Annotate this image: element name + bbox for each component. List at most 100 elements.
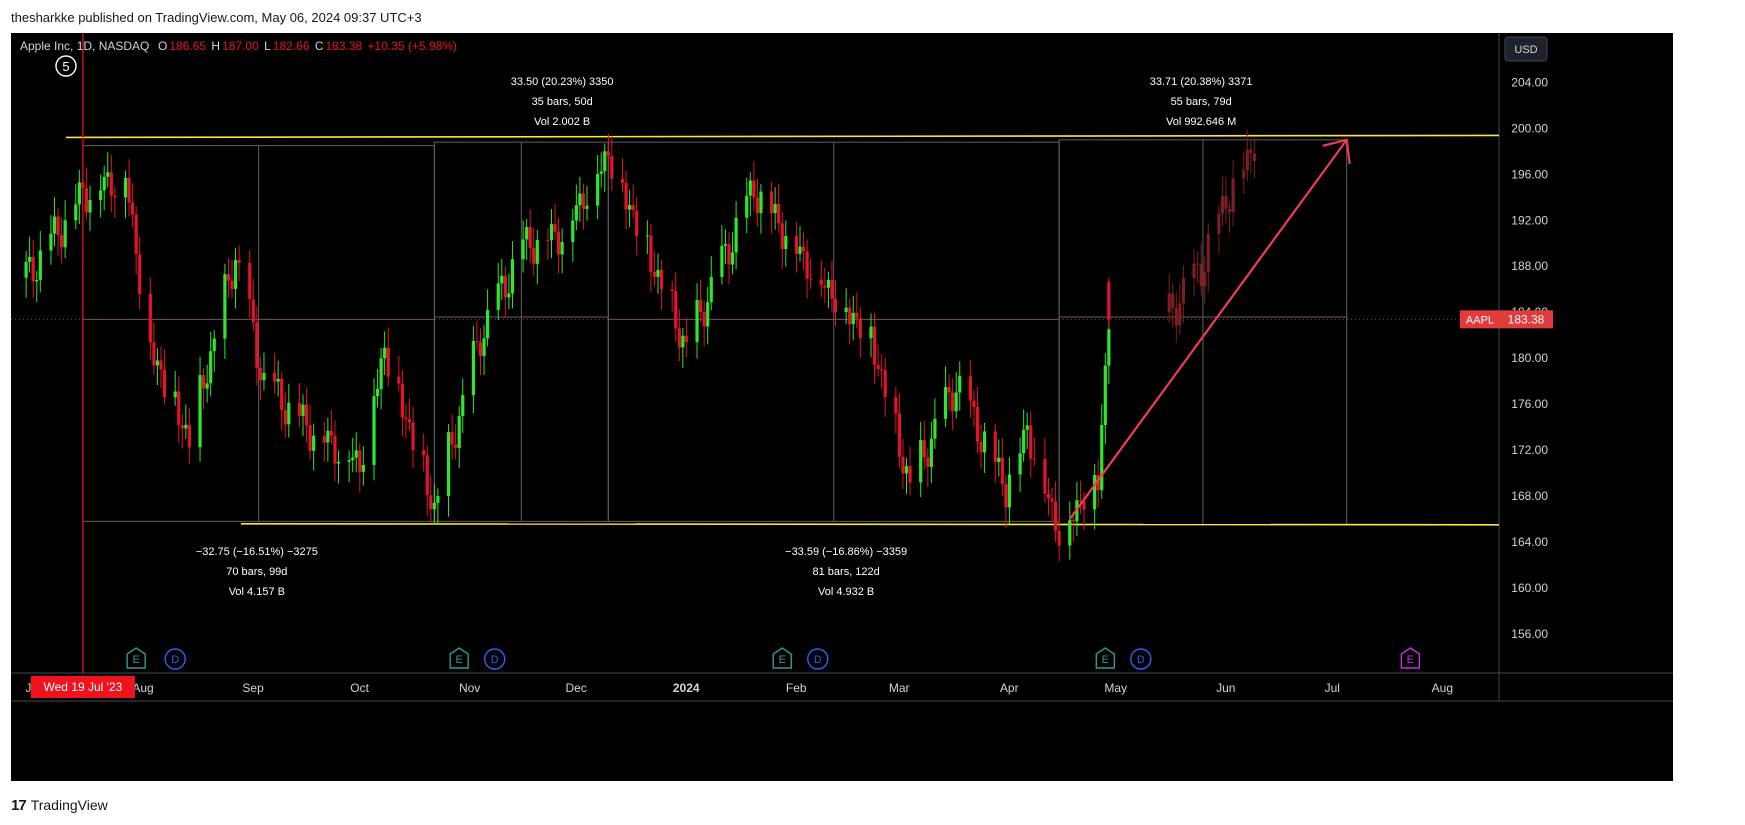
earnings-badge[interactable] <box>126 647 146 669</box>
candle-body <box>670 289 674 291</box>
candle-body <box>521 239 525 260</box>
candle-body <box>425 455 429 496</box>
candle-body <box>947 387 951 393</box>
earnings-badge[interactable] <box>772 647 792 669</box>
candle-body <box>31 256 35 282</box>
candle-body <box>237 260 241 264</box>
candle-body <box>755 197 759 214</box>
candle-body <box>631 205 635 211</box>
candle-body <box>1174 307 1178 326</box>
cursor-date-label: Wed 19 Jul '23 <box>44 680 123 694</box>
candle-body <box>993 431 997 462</box>
candle-body <box>798 246 802 254</box>
earnings-badge[interactable] <box>449 647 469 669</box>
candle-body <box>407 419 412 423</box>
candle-body <box>578 193 582 206</box>
candle-body <box>1249 149 1253 154</box>
candle-body <box>333 435 337 464</box>
candle-body <box>187 424 191 448</box>
dividend-badge[interactable] <box>164 648 186 670</box>
candle-body <box>258 367 262 381</box>
candle-body <box>1242 170 1246 179</box>
candle-body <box>287 402 291 425</box>
earnings-badge-label: E <box>1102 654 1109 666</box>
earnings-badge[interactable] <box>1400 647 1421 669</box>
candle-body <box>134 214 138 255</box>
candle-body <box>922 440 926 458</box>
x-tick-label: Apr <box>1000 681 1019 695</box>
candle-body <box>251 299 255 323</box>
candle-body <box>773 204 777 214</box>
candle-body <box>1220 196 1225 214</box>
candle-body <box>951 392 955 412</box>
candle-body <box>1199 263 1203 287</box>
candle-body <box>127 177 131 203</box>
candle-body <box>855 312 859 319</box>
candle-body <box>184 424 188 429</box>
candle-body <box>372 396 376 465</box>
x-tick-label: Mar <box>889 681 910 695</box>
candle-body <box>152 342 156 366</box>
candle-body <box>1007 474 1012 508</box>
x-tick-label: Feb <box>786 681 807 695</box>
candle-body <box>1178 303 1182 326</box>
candle-body <box>706 302 710 327</box>
close-label: C <box>315 39 324 53</box>
candle-body <box>52 216 57 234</box>
candle-body <box>983 431 987 453</box>
trend-arrow-line[interactable] <box>1068 139 1348 520</box>
measure-label-volume: Vol 4.157 B <box>229 586 285 598</box>
candle-body <box>432 502 436 510</box>
candle-body <box>1103 365 1107 426</box>
candle-body <box>180 425 184 429</box>
candle-body <box>1050 498 1054 502</box>
candle-body <box>649 235 653 272</box>
dividend-badge[interactable] <box>807 648 829 670</box>
x-tick-label: Sep <box>242 681 264 695</box>
candle-body <box>276 378 280 382</box>
currency-button[interactable] <box>1504 36 1548 62</box>
candle-body <box>209 351 213 384</box>
candle-body <box>532 247 536 264</box>
high-value: 187.00 <box>222 39 259 53</box>
price-chart[interactable]: 156.00 160.00 164.00 168.00 172.00 176.00 180.… <box>11 33 1673 781</box>
candle-body <box>844 307 848 313</box>
candle-body <box>500 275 504 284</box>
candle-body <box>581 193 586 209</box>
candle-body <box>322 435 326 443</box>
y-tick-label: 156.00 <box>1511 627 1548 641</box>
candle-body <box>347 460 351 462</box>
candle-body <box>528 227 532 248</box>
candle-body <box>102 176 106 191</box>
candle-body <box>212 338 216 352</box>
earnings-badge[interactable] <box>1095 647 1115 669</box>
candle-body <box>677 328 681 348</box>
candle-body <box>770 191 774 214</box>
candle-body <box>422 450 426 456</box>
candle-body <box>876 364 880 370</box>
candle-body <box>202 375 206 389</box>
y-tick-label: 188.00 <box>1511 259 1548 273</box>
support-line[interactable] <box>240 522 1500 526</box>
candle-body <box>482 338 486 357</box>
candle-body <box>1227 208 1232 213</box>
measure-label-change: 33.71 (20.38%) 3371 <box>1150 76 1253 88</box>
candle-body <box>1245 149 1249 171</box>
open-label: O <box>158 39 167 53</box>
resistance-line[interactable] <box>65 134 1500 139</box>
candle-body <box>929 438 933 467</box>
earnings-badge-label: E <box>779 654 786 666</box>
candle-body <box>507 293 511 298</box>
measure-label-bars: 35 bars, 50d <box>532 96 593 108</box>
dividend-badge[interactable] <box>1130 648 1152 670</box>
candle-body <box>872 326 877 365</box>
chart-frame[interactable]: 156.00 160.00 164.00 168.00 172.00 176.00 180.… <box>11 33 1673 781</box>
dividend-badge-label: D <box>1137 654 1145 666</box>
dividend-badge[interactable] <box>484 648 506 670</box>
candle-body <box>585 205 589 209</box>
candle-body <box>599 171 603 174</box>
candle-body <box>574 205 578 221</box>
candle-body <box>60 235 64 248</box>
candle-body <box>681 335 685 348</box>
candle-body <box>304 404 309 426</box>
